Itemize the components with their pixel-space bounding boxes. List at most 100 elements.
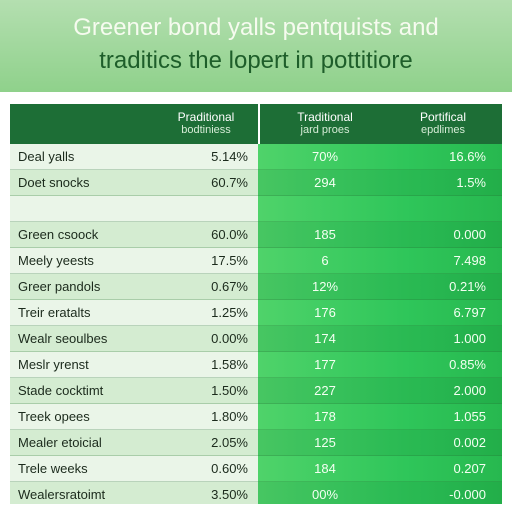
row-background-left [10,430,258,456]
title-line-1: Greener bond yalls pentquists and [73,14,439,41]
cell-traditional-prices [280,196,370,222]
table-row: Wealr seoulbes 0.00% 174 1.000 [10,326,502,352]
cell-portfolio: -0.000 [449,487,486,502]
column-header-title: Portifical [419,110,466,124]
row-background-left [10,482,258,508]
row-label: Wealr seoulbes [18,331,108,346]
column-header-traditional-prices: Traditional jard proes [266,104,384,144]
cell-traditional-prices: 227 [314,383,336,398]
row-label: Greer pandols [18,279,101,294]
row-label: Stade cocktimt [18,383,104,398]
cell-traditional-bonds: 1.58% [211,357,248,372]
table-row: Green csoock 60.0% 185 0.000 [10,222,502,248]
row-divider [10,429,502,430]
bottom-margin [0,504,512,512]
row-label: Treir eratalts [18,305,91,320]
row-label: Trele weeks [18,461,88,476]
column-header-title: Traditional [297,110,353,124]
table-row: Trele weeks 0.60% 184 0.207 [10,456,502,482]
row-divider [10,351,502,352]
table-row: Doet snocks 60.7% 294 1.5% [10,170,502,196]
cell-portfolio: 0.21% [449,279,486,294]
cell-traditional-bonds [150,196,248,222]
cell-portfolio: 1.5% [456,175,486,190]
row-divider [10,481,502,482]
cell-traditional-bonds: 0.00% [211,331,248,346]
row-label: Meslr yrenst [18,357,89,372]
cell-traditional-bonds: 0.60% [211,461,248,476]
cell-traditional-bonds: 1.50% [211,383,248,398]
column-header-portfolio: Portifical epdlimes [384,104,502,144]
cell-traditional-prices: 174 [314,331,336,346]
comparison-table: Praditional bodtiniess Traditional jard … [10,104,502,508]
cell-portfolio: 6.797 [453,305,486,320]
cell-traditional-prices: 184 [314,461,336,476]
column-header-subtitle: jard proes [300,124,350,136]
cell-traditional-prices: 294 [314,175,336,190]
cell-traditional-prices: 177 [314,357,336,372]
table-row: Treir eratalts 1.25% 176 6.797 [10,300,502,326]
row-divider [10,403,502,404]
table-header: Praditional bodtiniess Traditional jard … [10,104,502,144]
row-background-right [258,378,502,404]
row-background-right [258,274,502,300]
row-label: Meely yeests [18,253,94,268]
cell-traditional-prices: 185 [314,227,336,242]
table-row: Meslr yrenst 1.58% 177 0.85% [10,352,502,378]
row-divider [10,299,502,300]
title-banner: Greener bond yalls pentquists and tradit… [0,0,512,92]
cell-portfolio: 2.000 [453,383,486,398]
table-row: Deal yalls 5.14% 70% 16.6% [10,144,502,170]
row-background-left [10,274,258,300]
cell-traditional-prices: 6 [321,253,329,268]
cell-traditional-prices: 12% [311,279,339,294]
row-background-right [258,430,502,456]
cell-portfolio: 1.000 [453,331,486,346]
cell-traditional-bonds: 60.0% [211,227,248,242]
row-divider [10,325,502,326]
row-label: Deal yalls [18,149,75,164]
table-body-right-panel [258,144,502,504]
row-divider [10,247,502,248]
row-divider [10,221,502,222]
row-divider [10,273,502,274]
row-label [18,196,148,222]
cell-traditional-bonds: 3.50% [211,487,248,502]
row-background-right [258,326,502,352]
column-header-traditional-bonds: Praditional bodtiniess [146,104,266,144]
row-divider [10,195,502,196]
row-label: Wealersratoimt [18,487,106,502]
column-header-subtitle: epdlimes [420,124,466,136]
title-line-2: traditics the lopert in pottitiore [99,47,413,74]
cell-traditional-prices: 00% [311,487,339,502]
cell-traditional-prices: 176 [314,305,336,320]
row-background-left [10,326,258,352]
table-row [10,196,502,222]
cell-portfolio: 7.498 [453,253,486,268]
cell-portfolio: 1.055 [453,409,486,424]
cell-traditional-prices: 125 [314,435,336,450]
cell-traditional-bonds: 60.7% [211,175,248,190]
table-row: Greer pandols 0.67% 12% 0.21% [10,274,502,300]
table-row: Mealer etoicial 2.05% 125 0.002 [10,430,502,456]
row-background-left [10,170,258,196]
column-header-subtitle: bodtiniess [181,124,231,136]
row-label: Doet snocks [18,175,90,190]
row-divider [10,455,502,456]
column-header-title: Praditional [177,110,235,124]
cell-traditional-prices: 70% [311,149,339,164]
table-row: Stade cocktimt 1.50% 227 2.000 [10,378,502,404]
row-background-left [10,222,258,248]
cell-portfolio [386,196,486,222]
cell-traditional-bonds: 1.80% [211,409,248,424]
row-label: Mealer etoicial [18,435,102,450]
cell-traditional-bonds: 0.67% [211,279,248,294]
row-label: Green csoock [18,227,99,242]
cell-portfolio: 0.002 [453,435,486,450]
row-background-right [258,170,502,196]
cell-portfolio: 0.207 [453,461,486,476]
cell-traditional-bonds: 1.25% [211,305,248,320]
header-divider [258,104,260,144]
row-divider [10,377,502,378]
row-background-left [10,378,258,404]
